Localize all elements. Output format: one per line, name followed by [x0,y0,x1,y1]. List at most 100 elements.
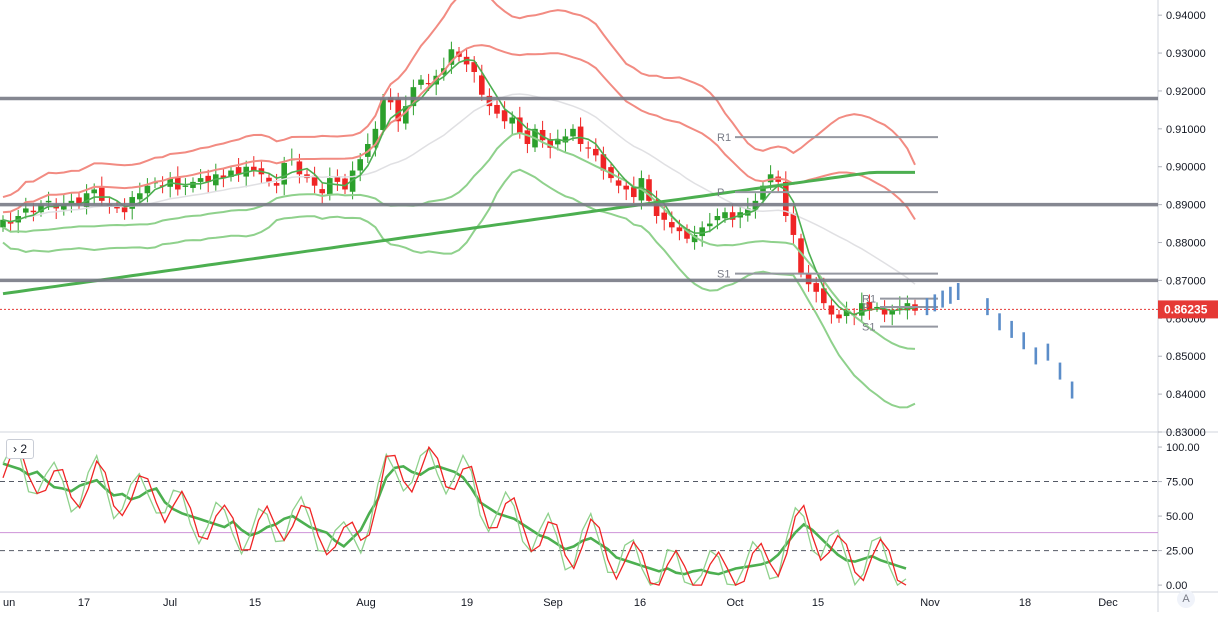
time-tick-label: un [3,597,15,609]
time-tick-label: 19 [461,597,473,609]
pivot-level-label: S1 [717,269,730,281]
pivot-level-label: P [717,187,724,199]
candle-body [653,199,660,216]
candle-body [448,49,455,65]
candle-body [729,212,736,220]
candle-body [471,62,477,72]
candle-body [99,187,105,201]
candle-body [357,159,363,171]
candle-body [661,212,667,220]
candle-body [418,79,424,85]
time-tick-label: Dec [1098,597,1118,609]
candle-body [676,227,683,232]
candle-body [623,185,629,190]
osc-slow-green-line [2,462,907,576]
time-tick-label: 16 [634,597,646,609]
time-tick-label: Sep [543,597,563,609]
price-tick-label: 0.93000 [1166,48,1206,60]
price-tick-label: 0.90000 [1166,162,1206,174]
price-tick-label: 0.91000 [1166,124,1206,136]
candle-body [395,98,401,122]
candle-body [380,98,386,130]
candle-body [889,310,895,315]
pivot-level-label: S1 [862,322,875,334]
candle-body [121,207,128,213]
candle-body [91,189,97,194]
candle-body [45,200,52,203]
chevron-right-icon: › [13,442,17,456]
candle-body [205,175,211,182]
upper-band-outer [2,0,916,199]
candle-body [722,212,728,219]
candle-body [334,176,341,182]
time-tick-label: Aug [356,597,376,609]
pivot-level-label: P [862,302,869,314]
candle-body [190,181,196,188]
candle-body [501,110,508,122]
candle-body [319,189,325,194]
pivot-level-label: R1 [717,132,731,144]
indicator-collapse-badge[interactable]: › 2 [6,439,35,459]
candle-body [273,183,280,186]
candle-body [327,178,333,195]
auto-scale-button[interactable]: A [1177,590,1195,608]
osc-fast-green-line [2,445,907,587]
candle-body [342,178,348,190]
pivot-level-label: R1 [862,294,876,306]
candle-body [486,95,493,107]
osc-tick-label: 50.00 [1166,511,1194,523]
candle-body [874,306,880,309]
time-tick-label: Jul [163,597,177,609]
price-tick-label: 0.89000 [1166,200,1206,212]
candle-body [479,75,485,95]
price-tick-label: 0.87000 [1166,275,1206,287]
candle-body [836,314,842,319]
ma20-gray-line [2,93,916,285]
candle-body [220,175,227,179]
candle-body [517,117,523,133]
candle-body [691,234,698,243]
candle-body [403,106,409,124]
candle-body [23,208,29,213]
osc-tick-label: 75.00 [1166,477,1194,489]
candle-body [631,187,637,198]
candle-body [251,166,257,171]
candle-body [684,228,690,239]
candle-body [767,174,774,183]
time-tick-label: 18 [1019,597,1031,609]
candle-body [745,208,751,216]
price-tick-label: 0.92000 [1166,86,1206,98]
time-tick-label: 17 [78,597,90,609]
candle-body [790,213,797,235]
candle-body [61,204,67,210]
candle-body [547,139,553,148]
osc-tick-label: 100.00 [1166,442,1200,454]
candle-body [266,177,272,182]
candle-body [585,147,591,149]
time-tick-label: Nov [920,597,940,609]
last-price-tag [1158,300,1218,319]
candle-body [570,128,576,137]
candle-body [699,227,705,237]
candle-body [707,223,713,227]
osc-tick-label: 25.00 [1166,546,1194,558]
candle-body [783,181,789,216]
candle-body [843,310,850,317]
candle-body [813,283,819,292]
candle-body [182,185,189,187]
candle-body [881,309,888,315]
candle-body [821,288,827,304]
candle-body [425,82,432,85]
candle-body [30,210,37,213]
candle-body [372,128,379,148]
candle-body [114,205,120,209]
lower-band-inner [2,131,916,350]
candle-body [600,154,607,171]
candle-body [646,179,652,201]
candle-body [828,305,835,315]
candle-body [593,148,599,156]
candle-body [562,136,569,143]
candle-body [144,185,151,194]
